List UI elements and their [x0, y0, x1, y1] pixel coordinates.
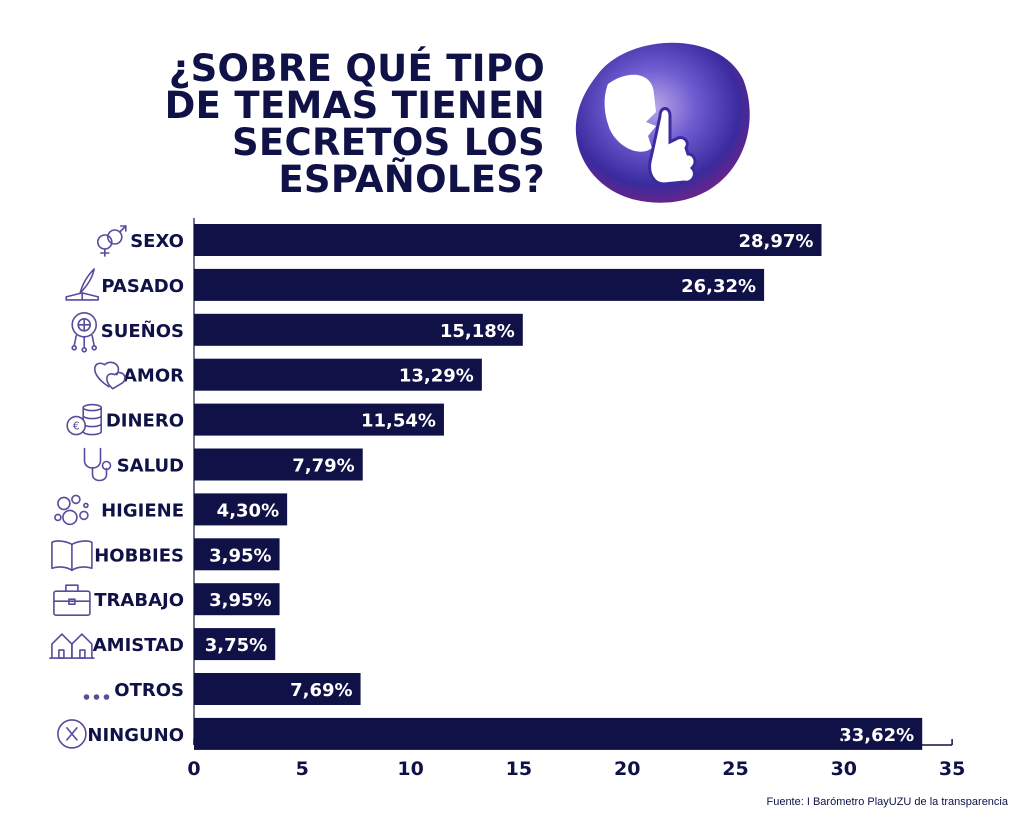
- data-label: 11,54%: [361, 411, 436, 432]
- briefcase-icon: [53, 584, 91, 617]
- category-label: NINGUNO: [87, 725, 184, 746]
- bar-sueños: [194, 313, 523, 346]
- bar-sexo: [194, 224, 822, 256]
- data-label: 4,30%: [217, 500, 279, 521]
- x-tick-label: 30: [831, 758, 857, 780]
- bar-amistad: [194, 628, 276, 661]
- category-label: SEXO: [130, 231, 184, 252]
- data-label: 3,95%: [209, 545, 271, 566]
- bar-dinero: [194, 403, 444, 436]
- category-label: OTROS: [114, 680, 184, 701]
- gender-symbols-icon: [97, 225, 127, 257]
- x-tick-label: 15: [506, 758, 532, 780]
- category-label: SUEÑOS: [101, 319, 184, 342]
- bar-amor: [194, 358, 482, 391]
- category-label: DINERO: [106, 411, 184, 432]
- data-label: 26,32%: [681, 276, 756, 297]
- category-label: HIGIENE: [101, 500, 184, 521]
- book-icon: [51, 540, 93, 572]
- category-label: HOBBIES: [94, 545, 184, 566]
- dots-icon: [83, 694, 110, 700]
- data-label: 3,75%: [205, 635, 267, 656]
- bubbles-icon: [54, 494, 89, 526]
- data-label: 28,97%: [739, 231, 814, 252]
- x-tick-label: 35: [939, 758, 965, 780]
- chart-title: ¿SOBRE QUÉ TIPO DE TEMAS TIENEN SECRETOS…: [164, 47, 545, 201]
- coins-icon: €: [66, 403, 102, 436]
- bar-higiene: [194, 493, 288, 526]
- bar-otros: [194, 673, 361, 705]
- x-tick-label: 10: [397, 758, 423, 780]
- category-label: PASADO: [101, 276, 184, 297]
- stethoscope-icon: [83, 447, 112, 482]
- shush-logo-icon: [575, 42, 750, 203]
- hearts-icon: [94, 361, 126, 390]
- data-label: 7,79%: [292, 456, 354, 477]
- x-tick-label: 0: [187, 758, 200, 780]
- category-label: SALUD: [117, 456, 184, 477]
- bar-trabajo: [194, 583, 280, 616]
- data-label: 7,69%: [290, 680, 352, 701]
- bar-hobbies: [194, 538, 280, 571]
- x-tick-label: 20: [614, 758, 640, 780]
- quill-book-icon: [65, 268, 99, 301]
- data-label: 15,18%: [440, 321, 515, 342]
- data-label: 33,62%: [839, 725, 914, 746]
- x-circle-icon: [57, 719, 87, 749]
- bar-salud: [194, 448, 363, 481]
- x-tick-label: 25: [722, 758, 748, 780]
- data-label: 3,95%: [209, 590, 271, 611]
- category-label: AMOR: [123, 366, 184, 387]
- data-label: 13,29%: [399, 366, 474, 387]
- x-tick-label: 5: [296, 758, 309, 780]
- category-label: TRABAJO: [94, 590, 184, 611]
- dreamcatcher-icon: [71, 311, 97, 353]
- source-note: Fuente: I Barómetro PlayUZU de la transp…: [766, 796, 1008, 808]
- category-label: AMISTAD: [93, 635, 184, 656]
- svg-text:€: €: [73, 420, 80, 433]
- houses-icon: [49, 633, 95, 659]
- bar-pasado: [194, 268, 765, 301]
